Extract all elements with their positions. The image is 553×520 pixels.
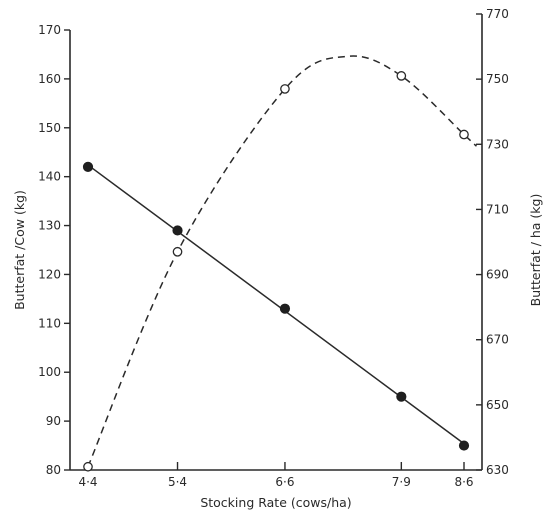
x-tick-label: 5·4 (168, 475, 187, 489)
axes (69, 14, 483, 471)
left-y-ticks: 80 90 100 110 120 130 140 150 160 170 (38, 23, 70, 477)
butterfat-per-cow-point (172, 225, 183, 236)
right-y-axis-title: Butterfat / ha (kg) (528, 194, 543, 307)
butterfat-per-ha-point (83, 461, 93, 472)
left-y-tick-label: 170 (38, 23, 61, 37)
right-y-tick-label: 670 (486, 333, 509, 347)
right-y-tick-label: 710 (486, 202, 509, 216)
left-y-tick-label: 80 (46, 463, 61, 477)
x-tick-label: 7·9 (392, 475, 411, 489)
left-y-tick-label: 90 (46, 414, 61, 428)
butterfat-per-cow-point (458, 440, 470, 451)
left-y-tick-label: 140 (38, 170, 61, 184)
left-y-tick-label: 110 (38, 316, 61, 330)
x-axis-title: Stocking Rate (cows/ha) (200, 495, 351, 510)
left-y-axis-title: Butterfat /Cow (kg) (12, 190, 27, 310)
right-y-tick-label: 690 (486, 268, 509, 282)
right-y-tick-label: 750 (486, 72, 509, 86)
butterfat-per-cow-point (82, 161, 94, 172)
right-y-tick-label: 630 (486, 463, 509, 477)
butterfat-per-ha-curve (87, 55, 478, 467)
butterfat-per-cow-line (85, 163, 469, 448)
x-tick-label: 4·4 (78, 475, 97, 489)
series-layer (82, 55, 478, 472)
butterfat-per-ha-point (280, 84, 290, 94)
right-y-tick-label: 770 (486, 7, 509, 21)
left-y-tick-label: 160 (38, 72, 61, 86)
left-y-tick-label: 120 (38, 267, 61, 281)
x-ticks: 4·4 5·4 6·6 7·9 8·6 (78, 462, 474, 489)
butterfat-per-ha-point (459, 129, 469, 140)
right-y-ticks: 630 650 670 690 710 730 750 770 (476, 7, 509, 477)
butterfat-per-cow-point (279, 303, 291, 314)
x-tick-label: 8·6 (454, 475, 473, 489)
x-tick-label: 6·6 (275, 475, 294, 489)
butterfat-per-ha-point (396, 71, 407, 81)
butterfat-per-cow-point (396, 391, 407, 402)
left-y-tick-label: 150 (38, 121, 61, 135)
left-y-tick-label: 130 (38, 219, 61, 233)
butterfat-per-ha-point (172, 246, 183, 257)
left-y-tick-label: 100 (38, 365, 61, 379)
right-y-tick-label: 730 (486, 137, 509, 151)
right-y-tick-label: 650 (486, 398, 509, 412)
